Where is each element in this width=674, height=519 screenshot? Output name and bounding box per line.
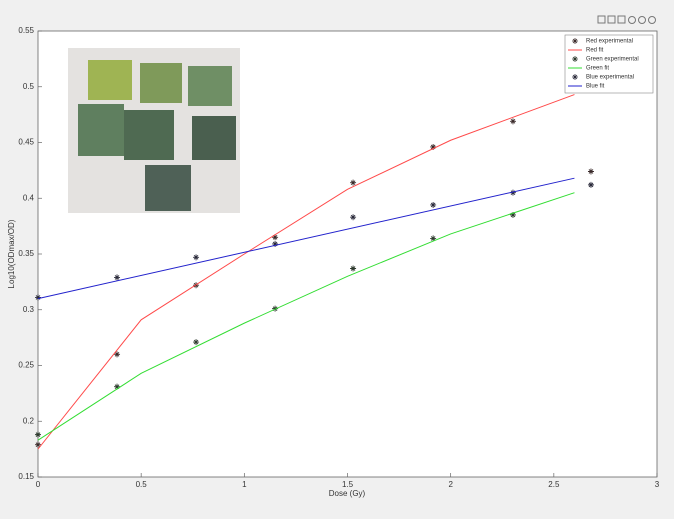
data-point [509, 211, 516, 218]
data-point [193, 339, 200, 346]
x-axis-label: Dose (Gy) [329, 489, 366, 498]
data-point [35, 294, 41, 301]
data-point [350, 214, 357, 221]
fit-line [37, 177, 575, 300]
data-point [114, 383, 121, 390]
data-point [114, 351, 121, 358]
x-tick-label: 2.5 [548, 480, 560, 489]
legend-label: Green fit [586, 66, 609, 72]
x-tick-label: 0.5 [136, 480, 148, 489]
data-point [350, 265, 357, 272]
legend-marker [572, 38, 578, 44]
legend-label: Red experimental [586, 39, 633, 45]
data-point [587, 181, 594, 188]
legend-marker [572, 56, 578, 62]
legend-label: Blue experimental [586, 75, 634, 81]
fit-line [37, 94, 575, 450]
y-tick-label: 0.5 [23, 82, 35, 91]
legend-label: Green experimental [586, 57, 639, 63]
data-point [114, 274, 121, 281]
x-tick-label: 2 [448, 480, 453, 489]
x-tick-label: 0 [36, 480, 41, 489]
data-point [430, 143, 437, 150]
y-tick-label: 0.35 [18, 249, 34, 258]
data-point [193, 254, 200, 261]
data-point [35, 431, 41, 438]
x-tick-label: 1 [242, 480, 247, 489]
legend-marker [572, 74, 578, 80]
legend-box [564, 34, 654, 94]
fit-line [37, 192, 575, 441]
data-point [272, 234, 279, 241]
y-axis-label: Log10(ODmax/OD) [7, 219, 16, 288]
legend-label: Red fit [586, 48, 604, 54]
data-point [430, 235, 437, 242]
data-point [350, 179, 357, 186]
y-tick-label: 0.25 [18, 361, 34, 370]
data-point [35, 441, 41, 448]
x-tick-label: 1.5 [342, 480, 354, 489]
y-tick-label: 0.15 [18, 472, 34, 481]
x-tick-label: 3 [655, 480, 660, 489]
data-point [272, 240, 279, 247]
data-point [587, 168, 594, 175]
y-tick-label: 0.2 [23, 416, 35, 425]
y-tick-label: 0.55 [18, 26, 34, 35]
toolbar[interactable] [597, 15, 656, 24]
inset-photo [68, 48, 240, 213]
data-point [509, 189, 516, 196]
y-tick-label: 0.4 [23, 193, 35, 202]
y-tick-label: 0.45 [18, 138, 34, 147]
y-tick-label: 0.3 [23, 305, 35, 314]
legend-label: Blue fit [586, 84, 605, 90]
data-point [509, 118, 516, 125]
data-point [430, 201, 437, 208]
